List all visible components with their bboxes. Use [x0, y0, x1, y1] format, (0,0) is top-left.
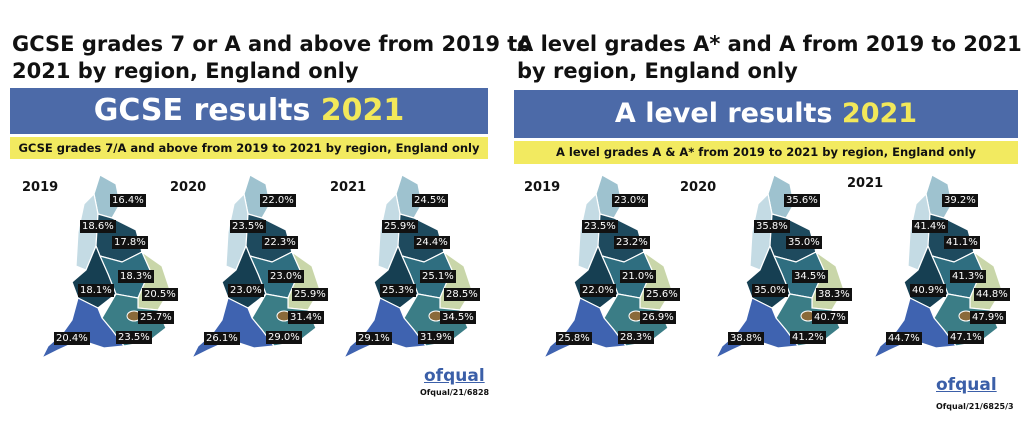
- region-value-label: 25.9%: [382, 220, 418, 233]
- region-value-label: 38.3%: [816, 288, 852, 301]
- region-value-label: 31.4%: [288, 311, 324, 324]
- region-value-label: 34.5%: [792, 270, 828, 283]
- region-value-label: 23.5%: [582, 220, 618, 233]
- alevel-map-year-2021: 2021: [847, 176, 884, 191]
- region-value-label: 23.5%: [116, 331, 152, 344]
- region-value-label: 25.6%: [644, 288, 680, 301]
- region-value-label: 17.8%: [112, 236, 148, 249]
- alevel-banner-year: 2021: [841, 98, 918, 129]
- region-value-label: 41.4%: [912, 220, 948, 233]
- region-value-label: 22.3%: [262, 236, 298, 249]
- region-value-label: 26.9%: [640, 311, 676, 324]
- region-value-label: 28.3%: [618, 331, 654, 344]
- region-value-label: 23.5%: [230, 220, 266, 233]
- region-value-label: 21.0%: [620, 270, 656, 283]
- region-value-label: 41.2%: [790, 331, 826, 344]
- gcse-strip: GCSE grades 7/A and above from 2019 to 2…: [10, 137, 488, 159]
- region-value-label: 23.0%: [268, 270, 304, 283]
- alevel-panel: A level grades A* and A from 2019 to 202…: [512, 0, 1024, 437]
- region-value-label: 35.8%: [754, 220, 790, 233]
- region-value-label: 23.2%: [614, 236, 650, 249]
- region-value-label: 35.6%: [784, 194, 820, 207]
- region-value-label: 18.1%: [78, 284, 114, 297]
- region-value-label: 35.0%: [752, 284, 788, 297]
- region-value-label: 40.9%: [910, 284, 946, 297]
- region-value-label: 20.4%: [54, 332, 90, 345]
- region-value-label: 25.3%: [380, 284, 416, 297]
- gcse-panel: GCSE grades 7 or A and above from 2019 t…: [10, 32, 532, 397]
- region-value-label: 31.9%: [418, 331, 454, 344]
- region-value-label: 41.3%: [950, 270, 986, 283]
- gcse-banner-year: 2021: [320, 93, 405, 128]
- region-value-label: 28.5%: [444, 288, 480, 301]
- region-value-label: 16.4%: [110, 194, 146, 207]
- gcse-banner: GCSE results 2021: [10, 88, 488, 134]
- region-value-label: 22.0%: [260, 194, 296, 207]
- region-value-label: 24.4%: [414, 236, 450, 249]
- region-value-label: 23.0%: [228, 284, 264, 297]
- region-value-label: 47.1%: [948, 331, 984, 344]
- region-value-label: 20.5%: [142, 288, 178, 301]
- gcse-map-year-2019: 2019: [22, 180, 59, 195]
- region-value-label: 25.9%: [292, 288, 328, 301]
- region-value-label: 22.0%: [580, 284, 616, 297]
- gcse-title-line1: GCSE grades 7 or A and above from 2019 t…: [12, 32, 532, 56]
- region-value-label: 47.9%: [970, 311, 1006, 324]
- region-value-label: 25.1%: [420, 270, 456, 283]
- alevel-banner-text: A level results: [614, 98, 833, 129]
- alevel-reference: Ofqual/21/6825/3: [936, 402, 1014, 411]
- region-value-label: 38.8%: [728, 332, 764, 345]
- region-value-label: 18.3%: [118, 270, 154, 283]
- alevel-title-line2: by region, England only: [517, 59, 798, 83]
- alevel-strip: A level grades A & A* from 2019 to 2021 …: [514, 141, 1018, 164]
- ofqual-logo: ofqual: [936, 375, 997, 395]
- region-value-label: 26.1%: [204, 332, 240, 345]
- region-value-label: 40.7%: [812, 311, 848, 324]
- region-value-label: 44.7%: [886, 332, 922, 345]
- alevel-banner: A level results 2021: [514, 90, 1018, 138]
- alevel-map-year-2020: 2020: [680, 180, 717, 195]
- region-value-label: 23.0%: [612, 194, 648, 207]
- region-value-label: 25.7%: [138, 311, 174, 324]
- region-value-label: 39.2%: [942, 194, 978, 207]
- alevel-title-line1: A level grades A* and A from 2019 to 202…: [517, 32, 1022, 56]
- region-value-label: 44.8%: [974, 288, 1010, 301]
- region-value-label: 29.1%: [356, 332, 392, 345]
- region-value-label: 29.0%: [266, 331, 302, 344]
- gcse-reference: Ofqual/21/6828: [420, 388, 490, 397]
- region-value-label: 18.6%: [80, 220, 116, 233]
- region-value-label: 41.1%: [944, 236, 980, 249]
- ofqual-logo: ofqual: [424, 366, 485, 386]
- gcse-banner-text: GCSE results: [93, 93, 311, 128]
- region-value-label: 25.8%: [556, 332, 592, 345]
- gcse-map-year-2021: 2021: [330, 180, 367, 195]
- region-value-label: 35.0%: [786, 236, 822, 249]
- region-value-label: 24.5%: [412, 194, 448, 207]
- gcse-map-year-2020: 2020: [170, 180, 207, 195]
- gcse-title-line2: 2021 by region, England only: [12, 59, 359, 83]
- alevel-map-year-2019: 2019: [524, 180, 561, 195]
- region-value-label: 34.5%: [440, 311, 476, 324]
